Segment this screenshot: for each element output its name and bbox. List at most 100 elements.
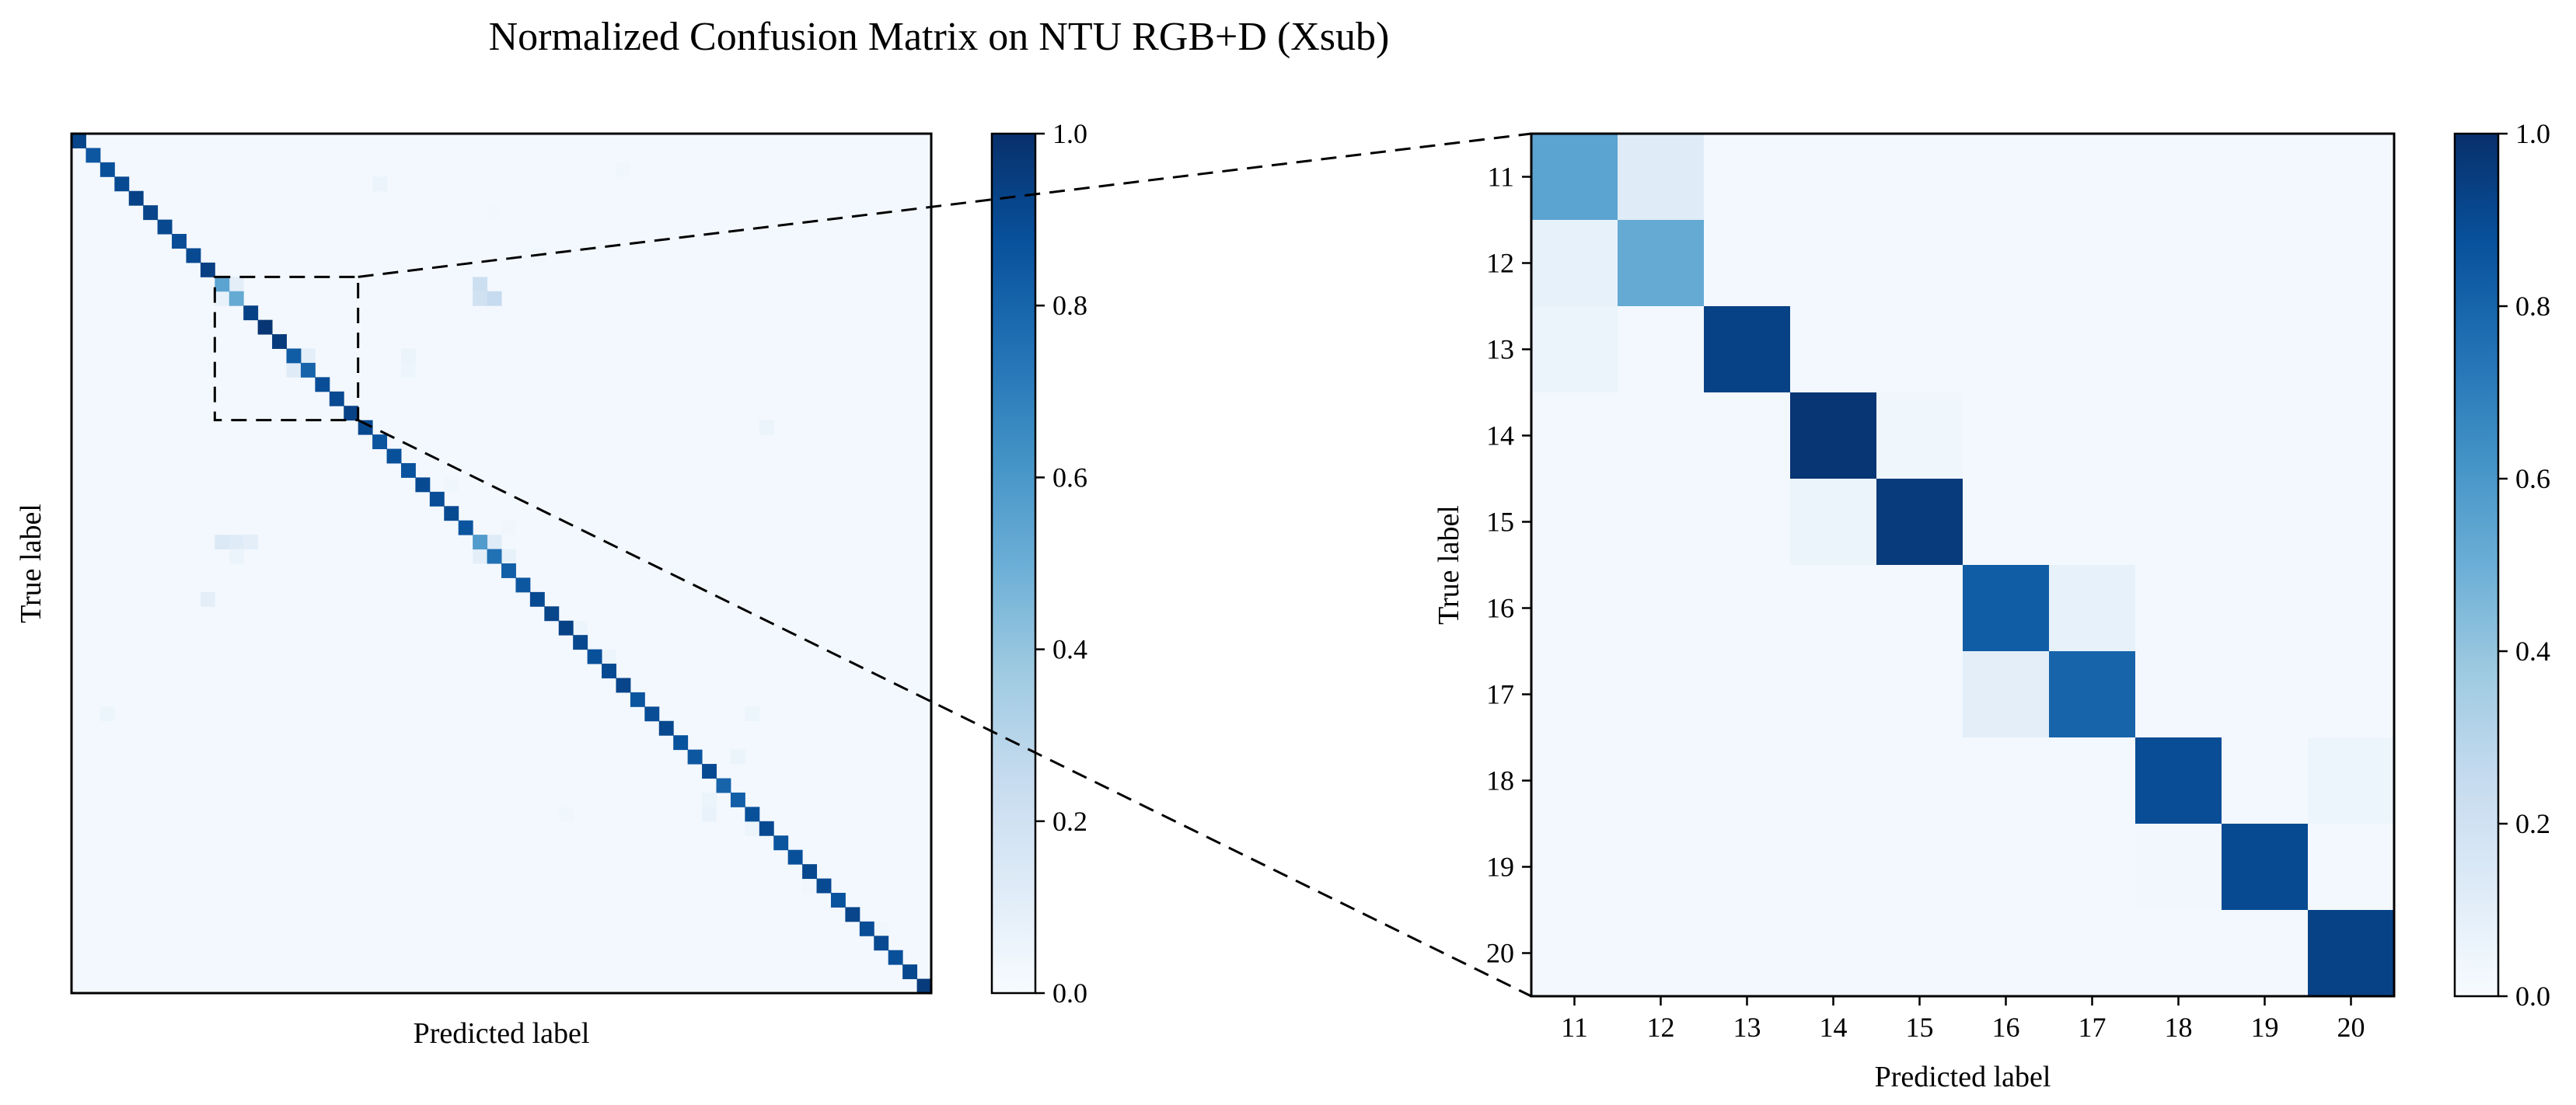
- zoom-x-tick-label: 19: [2251, 1012, 2279, 1043]
- full-matrix-diagonal-cell: [630, 692, 645, 707]
- zoom-matrix-cell: [1790, 824, 1877, 911]
- full-matrix-cell: [229, 277, 244, 292]
- zoom-colorbar-frame: [2453, 132, 2500, 998]
- full-matrix-diagonal-cell: [515, 577, 531, 593]
- full-matrix-diagonal-cell: [172, 234, 187, 249]
- zoom-region-box: [213, 275, 360, 422]
- full-matrix-ylabel: True label: [15, 504, 47, 623]
- full-matrix-diagonal-cell: [86, 148, 101, 163]
- zoom-x-tick-label: 11: [1561, 1012, 1588, 1043]
- zoom-matrix-cell: [1963, 134, 2050, 221]
- full-matrix-cell: [573, 620, 588, 636]
- zoom-matrix-cell: [2049, 910, 2136, 997]
- full-matrix-diagonal-cell: [816, 878, 832, 894]
- full-colorbar-tick-label: 0.4: [1052, 634, 1087, 665]
- zoom-y-tick-label: 12: [1486, 248, 1514, 279]
- zoom-matrix-cell: [2308, 134, 2395, 221]
- zoom-matrix-cell: [1790, 306, 1877, 393]
- full-matrix-diagonal-cell: [874, 936, 889, 951]
- full-matrix-colorbar: 0.0 0.2 0.4 0.6 0.8 1.0: [990, 118, 1087, 1009]
- zoom-matrix-cell: [1618, 134, 1705, 221]
- zoom-matrix-frame: [1530, 132, 2396, 998]
- zoom-matrix-cell: [1704, 651, 1791, 738]
- full-matrix-diagonal-cell: [358, 420, 373, 435]
- full-matrix-diagonal-cell: [859, 921, 874, 936]
- zoom-y-tick-label: 19: [1486, 852, 1514, 883]
- zoom-matrix-cell: [2135, 479, 2222, 566]
- zoom-y-tick-label: 11: [1487, 162, 1514, 193]
- zoom-matrix-cell: [1790, 134, 1877, 221]
- zoom-x-tick-label: 16: [1992, 1012, 2020, 1043]
- full-matrix-diagonal-cell: [501, 563, 516, 578]
- full-matrix-diagonal-cell: [315, 377, 330, 392]
- zoom-matrix-cell: [2135, 306, 2222, 393]
- full-matrix-cell: [702, 792, 717, 807]
- full-matrix-cell: [702, 807, 717, 822]
- full-matrix-cell: [745, 821, 760, 836]
- zoom-matrix-cell: [2222, 220, 2309, 307]
- zoom-colorbar-tick-label: 0.6: [2515, 463, 2550, 494]
- full-matrix-diagonal-cell: [730, 792, 745, 807]
- zoom-matrix-cell: [2049, 565, 2136, 652]
- zoom-matrix-cell: [2222, 910, 2309, 997]
- zoom-matrix-cell: [2308, 392, 2395, 479]
- zoom-colorbar-tick-label: 0.4: [2515, 636, 2550, 667]
- zoom-matrix-cell: [1618, 824, 1705, 911]
- full-matrix-diagonal-cell: [573, 635, 588, 650]
- full-matrix-cells: [72, 134, 932, 994]
- full-matrix-diagonal-cell: [602, 664, 616, 678]
- zoom-matrix-cell: [1618, 392, 1705, 479]
- zoom-matrix-cell: [1790, 479, 1877, 566]
- zoom-matrix-cell: [1790, 392, 1877, 479]
- full-matrix-cell: [473, 277, 488, 292]
- zoom-matrix-cell: [1704, 220, 1791, 307]
- zoom-matrix-cell: [1531, 306, 1618, 393]
- full-matrix-cell: [616, 162, 631, 177]
- full-matrix-cell: [602, 649, 616, 664]
- full-matrix-diagonal-cell: [186, 248, 201, 263]
- zoom-matrix-cell: [2222, 392, 2309, 479]
- zoom-y-tick-label: 17: [1486, 679, 1514, 710]
- full-matrix-diagonal-cell: [429, 491, 445, 507]
- full-matrix-diagonal-cell: [415, 477, 431, 493]
- full-matrix-diagonal-cell: [473, 535, 488, 550]
- zoom-matrix-cell: [1704, 737, 1791, 824]
- zoom-matrix-ticks: 11 11 12 12 13 13 14 14 15 15 16 16 17 17 18 18 19 19 20 20: [1486, 162, 2365, 1044]
- full-matrix-diagonal-cell: [745, 807, 760, 822]
- full-matrix-cell: [501, 549, 516, 564]
- full-matrix-diagonal-cell: [902, 964, 918, 980]
- zoom-matrix-cell: [2135, 910, 2222, 997]
- figure-title: Normalized Confusion Matrix on NTU RGB+D…: [489, 15, 1390, 59]
- full-matrix-diagonal-cell: [673, 735, 689, 751]
- zoom-matrix-cell: [1963, 392, 2050, 479]
- full-matrix-diagonal-cell: [229, 291, 244, 306]
- zoom-matrix-cell: [1618, 565, 1705, 652]
- full-matrix-diagonal-cell: [72, 134, 86, 148]
- full-matrix-diagonal-cell: [143, 205, 159, 221]
- zoom-matrix-cell: [2308, 824, 2395, 911]
- full-matrix-diagonal-cell: [916, 978, 932, 994]
- zoom-matrix-cell: [2049, 134, 2136, 221]
- zoom-matrix-cell: [2222, 824, 2309, 911]
- full-matrix-diagonal-cell: [888, 950, 903, 965]
- full-matrix-cell: [444, 477, 459, 493]
- zoom-matrix-cell: [2308, 220, 2395, 307]
- zoom-colorbar-gradient: [2455, 134, 2498, 996]
- zoom-connector-top: [358, 132, 1532, 278]
- full-matrix-diagonal-cell: [787, 849, 803, 865]
- full-matrix-cell: [372, 176, 388, 192]
- zoom-matrix-cell: [1876, 737, 1963, 824]
- zoom-matrix-cell: [2135, 824, 2222, 911]
- full-matrix-frame: [70, 132, 933, 995]
- zoom-matrix-cell: [2135, 737, 2222, 824]
- full-matrix-diagonal-cell: [845, 907, 860, 922]
- zoom-y-tick-label: 14: [1486, 420, 1514, 451]
- full-matrix-diagonal-cell: [458, 520, 473, 535]
- zoom-matrix-cell: [1876, 220, 1963, 307]
- zoom-connector-bottom: [358, 419, 1532, 998]
- zoom-matrix-cell: [2222, 306, 2309, 393]
- zoom-matrix-cell: [2049, 824, 2136, 911]
- zoom-matrix-cell: [1618, 306, 1705, 393]
- zoom-matrix-cell: [1963, 565, 2050, 652]
